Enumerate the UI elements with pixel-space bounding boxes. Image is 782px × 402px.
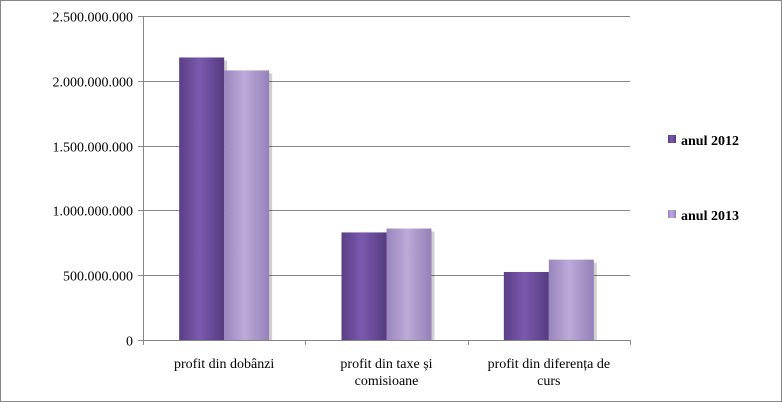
y-tick-label: 2.500.000.000 xyxy=(53,11,134,26)
x-category-label: curs xyxy=(537,374,560,389)
legend-label: anul 2013 xyxy=(681,209,739,224)
axes xyxy=(138,16,631,345)
x-category-labels: profit din dobânzi profit din taxe și comi… xyxy=(174,357,610,389)
bar-series-1 xyxy=(503,271,549,340)
bar-series-2 xyxy=(548,259,594,340)
x-category-label: profit din diferența de xyxy=(488,357,610,372)
bar-series-2 xyxy=(224,70,270,340)
y-tick-label: 500.000.000 xyxy=(63,270,133,285)
legend-swatch xyxy=(668,135,676,143)
x-category-label: comisioane xyxy=(355,374,419,389)
x-category-label: profit din taxe și xyxy=(340,357,432,372)
bar-series-2 xyxy=(386,228,432,340)
legend-swatch xyxy=(668,210,676,218)
y-tick-label: 1.000.000.000 xyxy=(53,205,134,220)
x-category-label: profit din dobânzi xyxy=(174,357,274,372)
y-tick-labels: 0 500.000.000 1.000.000.000 1.500.000.000 2.… xyxy=(53,11,134,350)
bar-series-1 xyxy=(341,232,387,340)
legend: anul 2012 anul 2013 xyxy=(668,134,739,224)
legend-label: anul 2012 xyxy=(681,134,739,149)
y-tick-label: 0 xyxy=(126,335,133,350)
bars xyxy=(179,57,597,341)
y-tick-label: 2.000.000.000 xyxy=(53,76,134,91)
y-tick-label: 1.500.000.000 xyxy=(53,141,134,156)
bar-series-1 xyxy=(179,57,225,341)
